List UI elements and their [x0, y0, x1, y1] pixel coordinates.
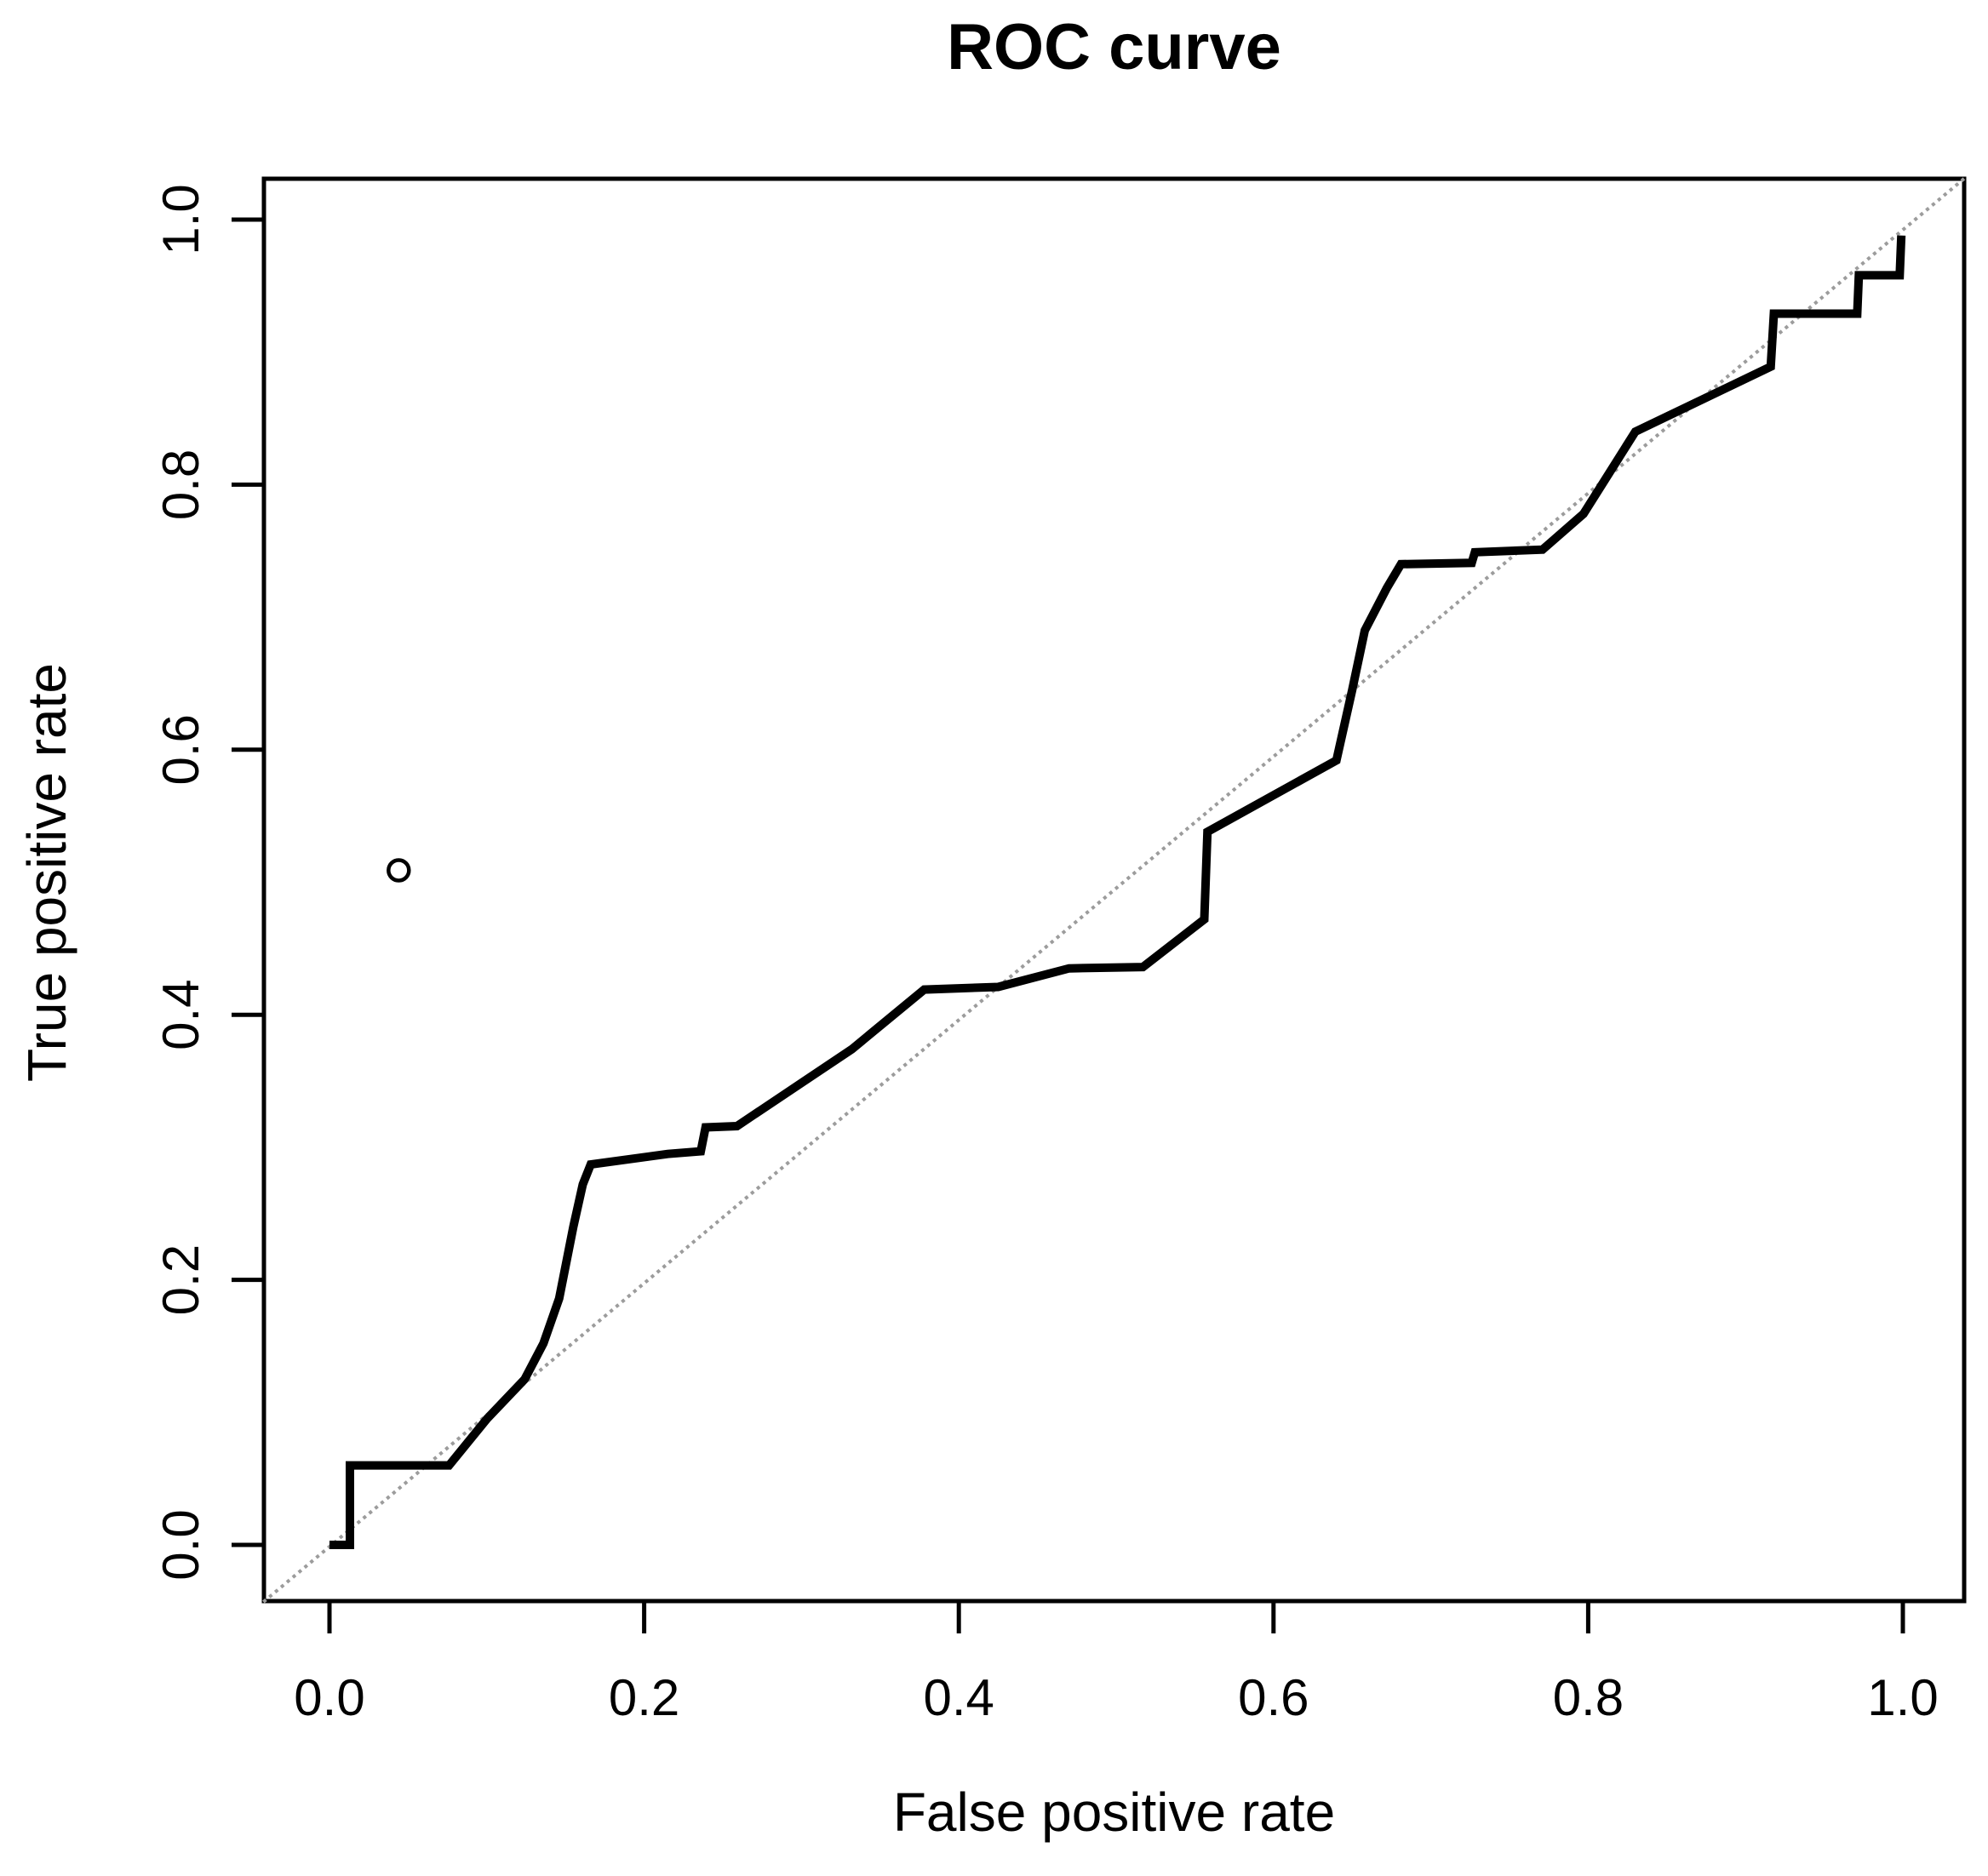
x-tick-label: 0.0 [294, 1669, 364, 1726]
plot-box [261, 176, 1967, 1604]
y-tick-label: 0.2 [152, 1244, 209, 1315]
y-tick-label: 1.0 [152, 184, 209, 255]
y-tick-label: 0.6 [152, 714, 209, 785]
x-tick-label: 0.4 [923, 1669, 994, 1726]
x-tick-label: 0.2 [609, 1669, 679, 1726]
roc-curve-line [329, 235, 1906, 1549]
open-circle-marker [387, 858, 411, 883]
chance-diagonal-line [262, 177, 1966, 1604]
x-tick-label: 1.0 [1867, 1669, 1938, 1726]
y-tick-label: 0.0 [152, 1509, 209, 1580]
y-tick-label: 0.8 [152, 449, 209, 520]
x-tick-label: 0.8 [1553, 1669, 1624, 1726]
chart-title: ROC curve [947, 11, 1281, 83]
y-tick-label: 0.4 [152, 979, 209, 1050]
x-tick-label: 0.6 [1238, 1669, 1309, 1726]
x-axis-label: False positive rate [892, 1782, 1336, 1843]
